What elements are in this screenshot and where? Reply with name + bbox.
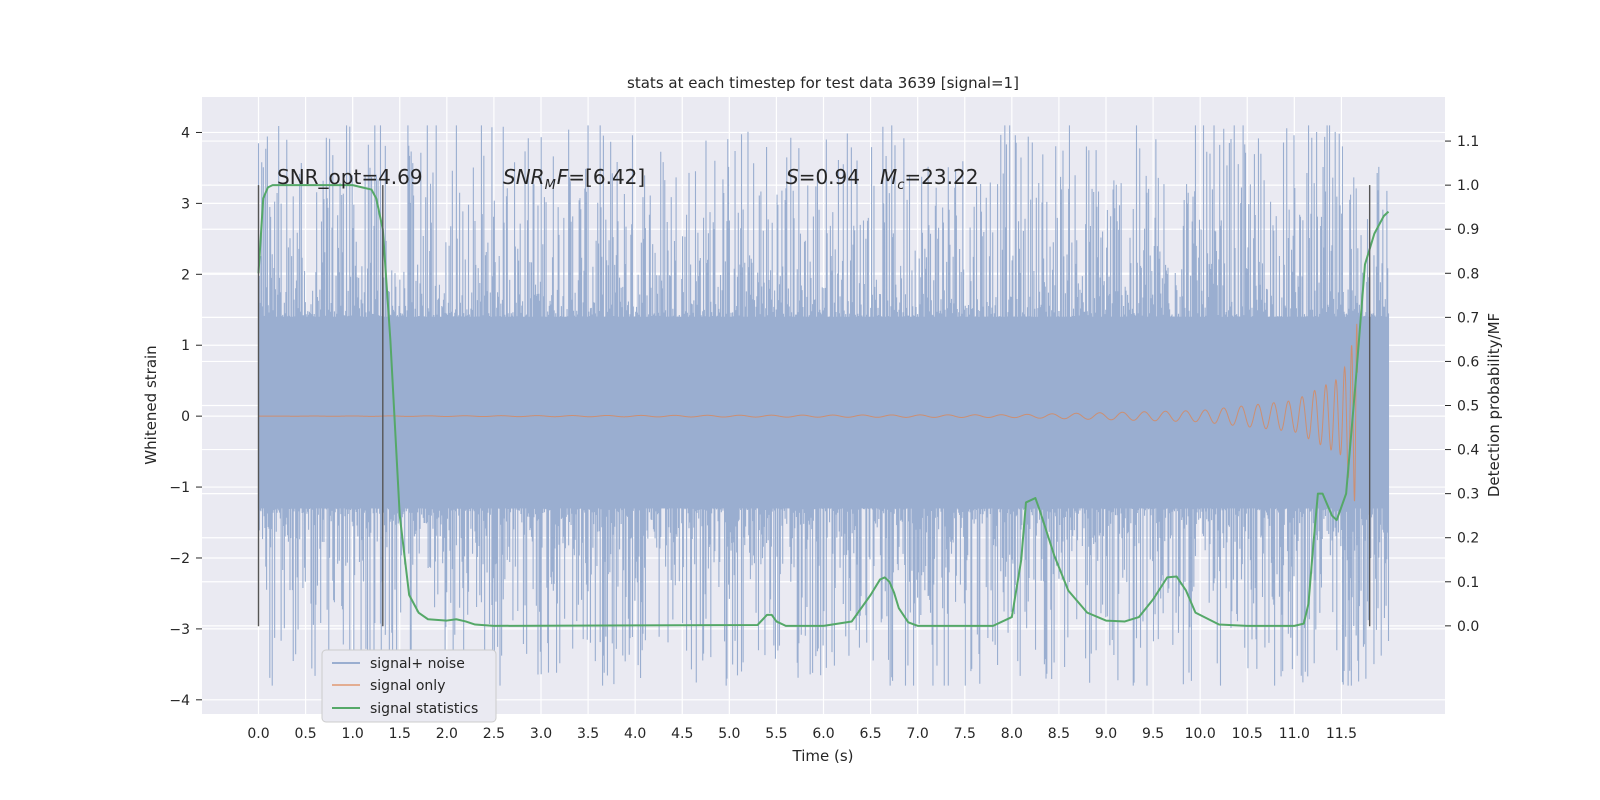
y-right-tick-label: 0.6 bbox=[1457, 354, 1479, 370]
y-right-tick-label: 0.9 bbox=[1457, 222, 1479, 238]
x-tick-label: 5.5 bbox=[765, 726, 787, 742]
signal-only-line bbox=[258, 323, 1358, 502]
y-left-tick-label: −2 bbox=[169, 551, 190, 567]
y-left-tick-label: 0 bbox=[181, 409, 190, 425]
x-tick-label: 2.0 bbox=[436, 726, 458, 742]
y-left-tick-label: −3 bbox=[169, 622, 190, 638]
legend: signal+ noise signal only signal statist… bbox=[321, 649, 497, 723]
annotation-snr-opt: SNR_opt=4.69 bbox=[277, 165, 423, 189]
x-tick-label: 4.0 bbox=[624, 726, 646, 742]
y-right-tick-label: 0.1 bbox=[1457, 575, 1479, 591]
vertical-markers bbox=[257, 185, 1371, 627]
series-layer bbox=[257, 125, 1390, 686]
y-left-tick-label: 1 bbox=[181, 338, 190, 354]
x-tick-label: 6.5 bbox=[859, 726, 881, 742]
x-tick-label: 4.5 bbox=[671, 726, 693, 742]
y-axis-label-left: Whitened strain bbox=[142, 345, 160, 464]
x-tick-label: 3.0 bbox=[530, 726, 552, 742]
tick-labels: 0.0 0.5 1.0 1.5 2.0 2.5 3.0 3.5 4.0 4.5 5.0 5.5 6.0 6… bbox=[169, 125, 1479, 742]
x-tick-label: 0.5 bbox=[294, 726, 316, 742]
legend-box bbox=[321, 649, 497, 723]
x-tick-label: 5.0 bbox=[718, 726, 740, 742]
x-tick-label: 6.0 bbox=[812, 726, 834, 742]
x-tick-label: 1.5 bbox=[389, 726, 411, 742]
legend-label-signal-only: signal only bbox=[370, 678, 445, 694]
legend-label-statistics: signal statistics bbox=[370, 701, 478, 717]
x-tick-label: 10.5 bbox=[1232, 726, 1263, 742]
y-left-tick-label: 3 bbox=[181, 196, 190, 212]
y-left-tick-label: −4 bbox=[169, 693, 190, 709]
y-right-tick-label: 1.1 bbox=[1457, 134, 1479, 150]
y-axis-label-right: Detection probability/MF bbox=[1485, 313, 1503, 497]
x-tick-label: 9.5 bbox=[1142, 726, 1164, 742]
x-axis-label: Time (s) bbox=[792, 747, 854, 765]
y-left-tick-label: 4 bbox=[181, 125, 190, 141]
y-right-tick-label: 0.3 bbox=[1457, 487, 1479, 503]
annotation-snr-mf: SNRMF=[6.42] bbox=[503, 165, 645, 193]
x-tick-label: 1.0 bbox=[342, 726, 364, 742]
x-tick-label: 8.5 bbox=[1048, 726, 1070, 742]
chart-title: stats at each timestep for test data 363… bbox=[627, 74, 1019, 92]
x-tick-label: 11.0 bbox=[1279, 726, 1310, 742]
y-left-tick-label: 2 bbox=[181, 267, 190, 283]
legend-label-noise: signal+ noise bbox=[370, 656, 465, 672]
y-left-tick-label: −1 bbox=[169, 480, 190, 496]
y-right-tick-label: 1.0 bbox=[1457, 178, 1479, 194]
x-tick-label: 11.5 bbox=[1326, 726, 1357, 742]
y-right-tick-label: 0.2 bbox=[1457, 531, 1479, 547]
annotation-s: S=0.94 bbox=[786, 165, 860, 189]
x-tick-label: 10.0 bbox=[1185, 726, 1216, 742]
annotation-mc: Mc=23.22 bbox=[880, 165, 978, 193]
y-right-tick-label: 0.0 bbox=[1457, 619, 1479, 635]
x-tick-label: 9.0 bbox=[1095, 726, 1117, 742]
x-tick-label: 3.5 bbox=[577, 726, 599, 742]
y-right-tick-label: 0.7 bbox=[1457, 310, 1479, 326]
x-tick-label: 0.0 bbox=[247, 726, 269, 742]
signal-statistics-line bbox=[257, 184, 1390, 627]
x-tick-label: 2.5 bbox=[483, 726, 505, 742]
y-right-tick-label: 0.4 bbox=[1457, 443, 1479, 459]
x-tick-label: 7.0 bbox=[907, 726, 929, 742]
annotations: SNR_opt=4.69 SNRMF=[6.42] S=0.94 Mc=23.2… bbox=[277, 165, 978, 193]
x-tick-label: 7.5 bbox=[954, 726, 976, 742]
y-right-tick-label: 0.8 bbox=[1457, 266, 1479, 282]
y-right-tick-label: 0.5 bbox=[1457, 399, 1479, 415]
x-tick-label: 8.0 bbox=[1001, 726, 1023, 742]
